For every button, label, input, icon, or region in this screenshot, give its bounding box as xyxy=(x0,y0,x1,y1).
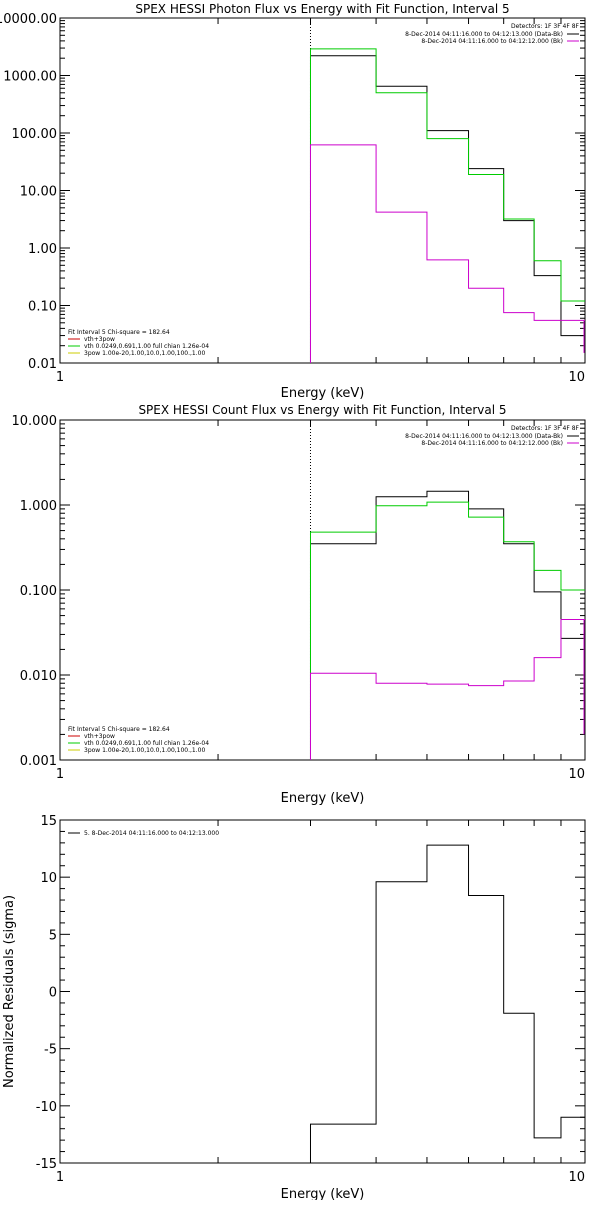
panel3-y-tick-label: -15 xyxy=(36,1157,57,1172)
panel2-y-tick-label: 0.010 xyxy=(20,669,57,684)
panel3-y-tick-label: -10 xyxy=(36,1100,57,1115)
panel1-y-tick-label: 0.10 xyxy=(28,300,57,315)
panel2-legend-left-label: 3pow 1.00e-20,1.00,10.0,1.00,100.,1.00 xyxy=(84,747,205,754)
panel2-y-tick-label: 0.100 xyxy=(20,584,57,599)
panel2-series-3-line xyxy=(309,618,585,760)
panel1-x-axis-label: Energy (keV) xyxy=(281,386,365,401)
panel1-series-1-line xyxy=(309,55,585,363)
panel1-y-tick-label: 1.00 xyxy=(28,242,57,257)
panel2-legend-detectors: Detectors: 1F 3F 4F 8F xyxy=(511,425,580,432)
panel1-x-tick-label: 10 xyxy=(568,370,585,385)
panel1-legend-left-label: Fit Interval 5 Chi-square = 182.64 xyxy=(68,329,170,336)
panel2-y-tick-label: 1.000 xyxy=(20,499,57,514)
panel2-legend-left-label: Fit Interval 5 Chi-square = 182.64 xyxy=(68,726,170,733)
panel2-legend-right-label: 8-Dec-2014 04:11:16.000 to 04:12:13.000 … xyxy=(405,433,563,440)
panel2-chart-title: SPEX HESSI Count Flux vs Energy with Fit… xyxy=(138,403,506,417)
panel3-y-tick-label: 0 xyxy=(49,986,57,1001)
panel3-legend-left-label: 5. 8-Dec-2014 04:11:16.000 to 04:12:13.0… xyxy=(84,830,219,837)
panel1-plot-frame xyxy=(59,17,586,364)
panel3-y-tick-label: 10 xyxy=(40,871,57,886)
panel3-series-1-line xyxy=(309,844,585,1163)
panel2-x-axis-label: Energy (keV) xyxy=(281,791,365,806)
panel1-y-tick-label: 0.01 xyxy=(28,357,57,372)
panel3-y-tick-label: -5 xyxy=(44,1043,57,1058)
panel1-legend-detectors: Detectors: 1F 3F 4F 8F xyxy=(511,23,580,30)
panel1-chart-title: SPEX HESSI Photon Flux vs Energy with Fi… xyxy=(135,2,509,16)
panel1-legend-right-label: 8-Dec-2014 04:11:16.000 to 04:12:13.000 … xyxy=(405,31,563,38)
panel3-y-tick-label: 15 xyxy=(40,814,57,829)
panel3-y-axis-label: Normalized Residuals (sigma) xyxy=(2,895,17,1088)
panel1-legend-left-label: vth+3pow xyxy=(84,336,115,343)
panel2-legend-left-label: vth+3pow xyxy=(84,733,115,740)
panel2-series-1-line xyxy=(309,490,585,760)
panel1-y-tick-label: 10.00 xyxy=(20,185,57,200)
panel1-legend-right-label: 8-Dec-2014 04:11:16.000 to 04:12:12.000 … xyxy=(421,38,563,45)
panel3-x-tick-label: 1 xyxy=(56,1170,64,1185)
panel1-y-tick-label: 1000.00 xyxy=(3,70,57,85)
panel2-y-tick-label: 10.000 xyxy=(12,414,58,429)
panel3-plot-frame xyxy=(59,819,586,1164)
panel2-series-2-line xyxy=(309,501,585,760)
panel1-legend-left-label: vth 0.0249,0.691,1.00 full chian 1.26e-0… xyxy=(84,343,209,350)
panel1-series-2-line xyxy=(309,48,585,363)
panel3-x-tick-label: 10 xyxy=(568,1170,585,1185)
panel2-y-tick-label: 0.001 xyxy=(20,754,57,769)
panel2-legend-left-label: vth 0.0249,0.691,1.00 full chian 1.26e-0… xyxy=(84,740,209,747)
panel2-x-tick-label: 1 xyxy=(56,767,64,782)
panel3-y-tick-label: 5 xyxy=(49,928,57,943)
panel2-legend-right-label: 8-Dec-2014 04:11:16.000 to 04:12:12.000 … xyxy=(421,440,563,447)
panel2-x-tick-label: 10 xyxy=(568,767,585,782)
panel1-series-3-line xyxy=(309,144,585,363)
panel1-y-tick-label: 10000.00 xyxy=(0,12,57,27)
panel3-x-axis-label: Energy (keV) xyxy=(281,1187,365,1200)
panel1-y-tick-label: 100.00 xyxy=(12,127,58,142)
panel2-plot-frame xyxy=(59,419,586,761)
panel1-x-tick-label: 1 xyxy=(56,370,64,385)
panel1-legend-left-label: 3pow 1.00e-20,1.00,10.0,1.00,100.,1.00 xyxy=(84,350,205,357)
